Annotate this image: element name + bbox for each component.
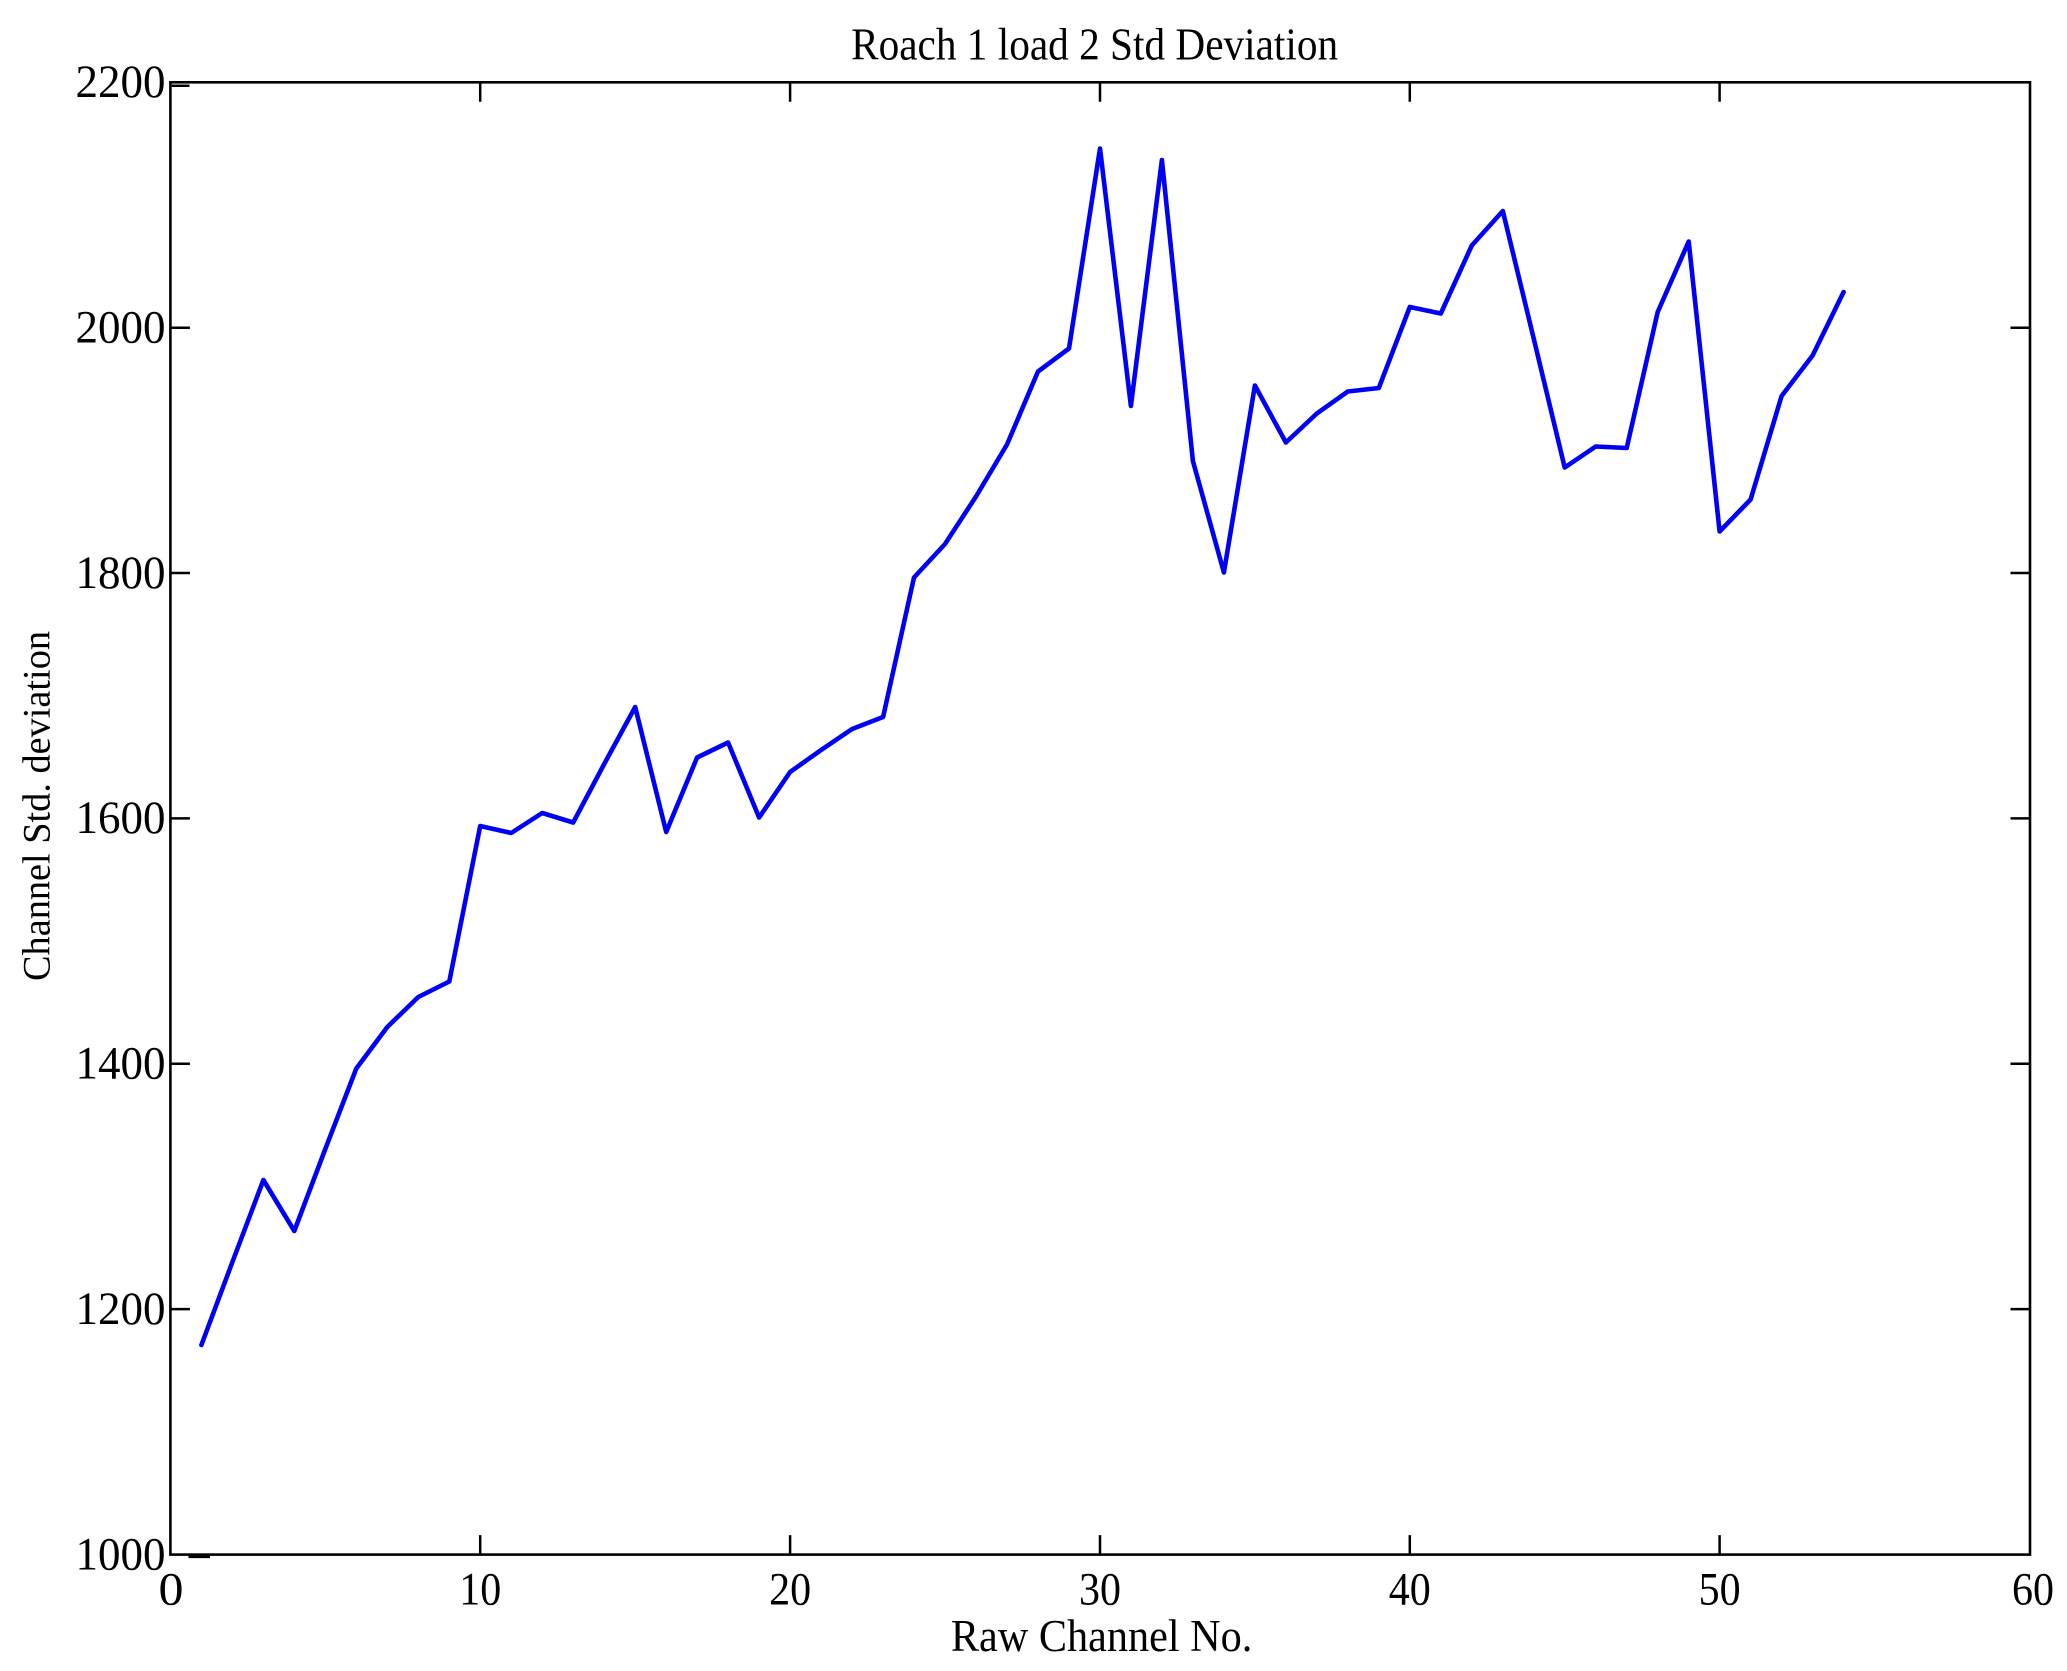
svg-text:Raw Channel No.: Raw Channel No. [951, 1611, 1253, 1661]
svg-text:20: 20 [769, 1565, 811, 1616]
svg-text:1000: 1000 [76, 1529, 166, 1580]
svg-text:40: 40 [1389, 1565, 1431, 1616]
svg-text:30: 30 [1079, 1565, 1121, 1616]
svg-text:2200: 2200 [76, 57, 166, 108]
svg-text:0: 0 [159, 1565, 184, 1616]
svg-text:2000: 2000 [76, 303, 166, 354]
svg-text:50: 50 [1699, 1565, 1741, 1616]
svg-text:10: 10 [459, 1565, 501, 1616]
svg-text:Channel Std. deviation: Channel Std. deviation [15, 631, 58, 981]
svg-text:Roach 1 load 2 Std Deviation: Roach 1 load 2 Std Deviation [851, 20, 1338, 70]
svg-text:1200: 1200 [76, 1284, 166, 1335]
svg-text:1800: 1800 [76, 548, 166, 599]
svg-text:1400: 1400 [76, 1039, 166, 1090]
svg-text:1600: 1600 [76, 793, 166, 844]
svg-text:60: 60 [2012, 1565, 2054, 1616]
